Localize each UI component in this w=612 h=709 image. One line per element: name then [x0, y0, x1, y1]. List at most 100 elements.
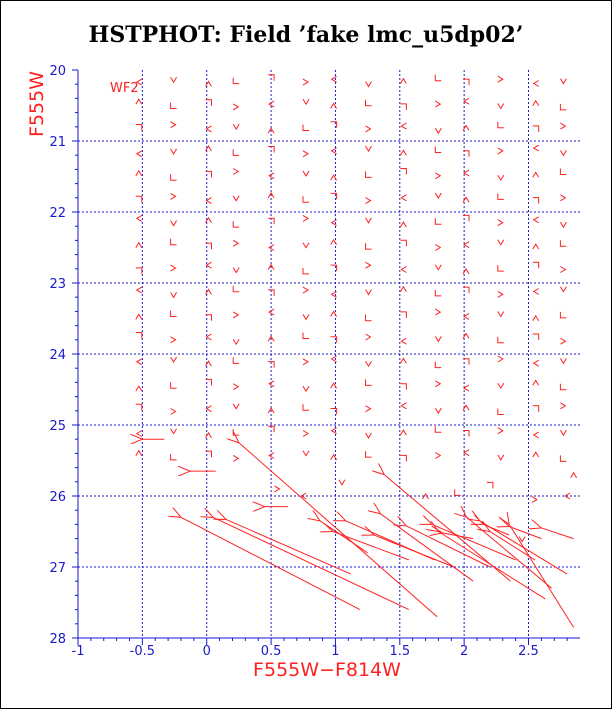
star-marker	[232, 221, 240, 228]
y-tick-label: 27	[49, 561, 66, 576]
star-marker	[399, 221, 407, 228]
star-marker	[531, 496, 538, 504]
displacement-vector	[509, 524, 574, 628]
star-marker	[560, 194, 567, 202]
star-marker	[232, 429, 240, 436]
star-marker	[435, 308, 442, 316]
star-marker	[302, 430, 309, 437]
star-marker	[462, 267, 470, 275]
star-marker	[330, 427, 337, 435]
star-marker	[232, 383, 240, 391]
star-marker	[570, 471, 578, 478]
star-marker	[365, 333, 372, 341]
star-marker	[435, 244, 442, 251]
star-marker	[463, 358, 470, 365]
star-marker	[232, 239, 240, 247]
star-marker	[268, 172, 275, 180]
star-marker	[170, 76, 178, 84]
star-marker	[497, 193, 504, 200]
star-marker	[170, 220, 178, 227]
star-marker	[268, 146, 275, 153]
star-marker	[302, 385, 310, 393]
star-marker	[399, 429, 407, 436]
star-marker	[463, 214, 470, 222]
star-marker	[232, 195, 240, 202]
star-marker	[463, 241, 470, 249]
star-marker	[302, 267, 309, 275]
star-marker	[559, 221, 567, 229]
star-marker	[399, 77, 407, 84]
star-marker	[365, 145, 372, 153]
star-marker	[274, 485, 281, 493]
star-marker	[302, 98, 310, 106]
star-marker	[532, 144, 539, 152]
star-marker	[365, 171, 372, 178]
star-marker	[463, 97, 470, 105]
x-axis-title: F555W−F814W	[253, 659, 401, 681]
star-marker	[300, 492, 307, 500]
star-marker	[330, 219, 337, 227]
displacement-vector	[374, 535, 455, 568]
star-marker	[205, 242, 212, 250]
star-marker	[365, 314, 372, 322]
star-marker	[232, 267, 240, 274]
star-marker	[463, 150, 470, 157]
displacement-vector	[467, 517, 553, 589]
star-marker	[532, 288, 539, 295]
displacement-vector	[509, 527, 542, 540]
star-marker	[170, 192, 177, 200]
displacement-vector	[213, 517, 410, 611]
star-marker	[268, 100, 275, 108]
star-marker	[330, 147, 337, 155]
star-marker	[559, 168, 567, 175]
y-tick-label: 23	[49, 277, 66, 292]
star-marker	[232, 77, 240, 85]
star-marker	[267, 335, 275, 342]
field-label-wf2: WF2	[110, 81, 139, 96]
star-marker	[564, 492, 571, 500]
star-marker	[170, 382, 177, 389]
star-marker	[170, 428, 178, 435]
star-marker	[497, 311, 505, 318]
x-tick-label: -1	[72, 644, 85, 659]
star-marker	[532, 216, 539, 224]
star-marker	[532, 261, 540, 269]
star-marker	[205, 314, 212, 321]
star-marker	[365, 360, 372, 368]
displacement-vector	[480, 521, 568, 575]
star-marker	[267, 407, 275, 414]
star-marker	[135, 332, 143, 339]
star-marker	[434, 289, 442, 297]
star-marker	[205, 197, 212, 205]
star-marker	[170, 453, 177, 461]
star-marker	[463, 384, 470, 392]
star-marker	[463, 286, 470, 294]
star-marker	[330, 355, 337, 363]
star-marker	[497, 265, 504, 272]
star-marker	[434, 336, 442, 343]
star-marker	[205, 431, 212, 439]
y-tick-label: 26	[49, 490, 66, 505]
star-marker	[302, 404, 309, 411]
star-marker	[559, 240, 567, 247]
star-marker	[302, 286, 309, 294]
star-marker	[435, 100, 442, 108]
y-tick-label: 25	[49, 419, 66, 434]
star-marker	[232, 149, 240, 156]
star-marker	[532, 197, 540, 204]
star-marker	[365, 217, 372, 224]
star-marker	[170, 121, 177, 129]
star-marker	[232, 357, 240, 364]
star-marker	[365, 197, 372, 205]
star-marker	[302, 314, 310, 321]
star-marker	[135, 169, 143, 177]
star-marker	[532, 171, 540, 178]
star-marker	[302, 170, 310, 177]
star-marker	[400, 194, 407, 202]
star-marker	[400, 311, 407, 318]
star-marker	[434, 192, 442, 199]
star-marker	[497, 336, 504, 344]
star-marker	[330, 174, 338, 181]
star-marker	[330, 264, 338, 272]
star-marker	[532, 431, 539, 439]
